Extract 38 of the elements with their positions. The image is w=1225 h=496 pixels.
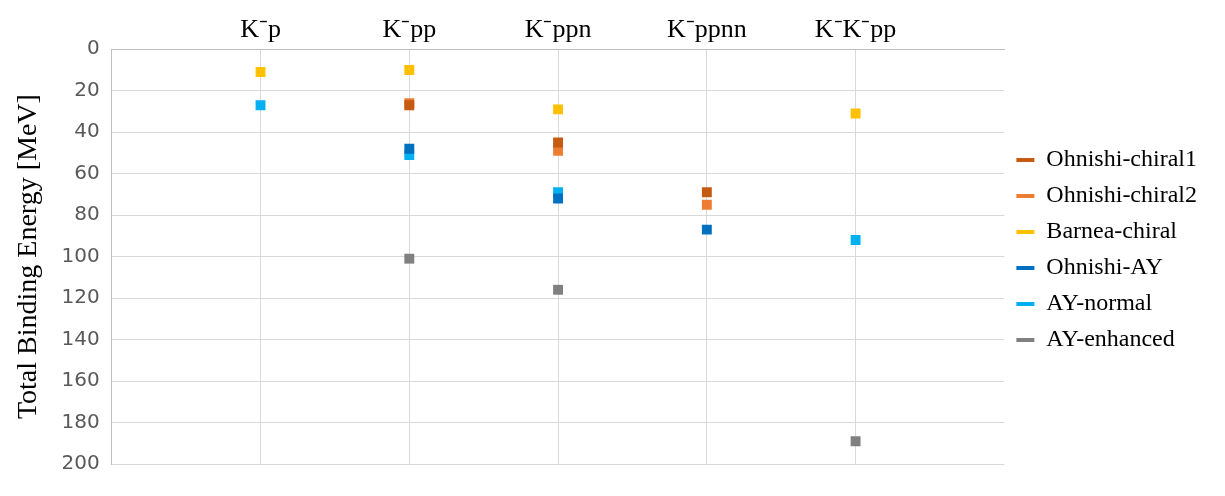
point (404, 143, 415, 154)
y-tick-label: 80 (74, 201, 100, 226)
y-tick-label: 120 (61, 284, 100, 309)
legend-label: AY-enhanced (1046, 325, 1175, 352)
point (553, 193, 564, 204)
point (553, 104, 564, 115)
y-tick-label: 40 (74, 118, 100, 143)
x-tick-label: K⁻ppn (524, 14, 592, 44)
y-tick-label: 160 (61, 367, 100, 392)
point (255, 100, 266, 111)
x-tick-label: K⁻K⁻pp (814, 14, 897, 44)
legend-label: Ohnishi-chiral2 (1046, 181, 1198, 208)
y-tick-label: 60 (74, 159, 100, 184)
point (850, 235, 861, 245)
point (255, 67, 266, 77)
legend-label: Ohnishi-AY (1046, 253, 1163, 280)
point (404, 253, 415, 264)
point (850, 436, 861, 447)
point (850, 108, 861, 119)
x-tick-label: K⁻ppnn (666, 14, 747, 44)
point (553, 137, 564, 148)
point (404, 64, 415, 75)
y-axis-title: Total Binding Energy [MeV] (11, 94, 43, 420)
legend-label: Ohnishi-chiral1 (1046, 145, 1198, 172)
y-tick-label: 200 (61, 450, 100, 475)
point (701, 224, 712, 235)
legend-label: AY-normal (1046, 289, 1153, 316)
y-tick-label: 0 (87, 35, 100, 60)
y-tick-label: 140 (61, 325, 100, 350)
y-tick-label: 20 (74, 76, 100, 101)
point (701, 199, 712, 210)
y-tick-label: 180 (61, 408, 100, 433)
x-tick-label: K⁻pp (382, 14, 437, 44)
x-tick-label: K⁻p (240, 14, 281, 44)
point (553, 284, 564, 295)
point (701, 187, 712, 198)
y-tick-label: 100 (61, 242, 100, 267)
legend-label: Barnea-chiral (1046, 217, 1178, 244)
